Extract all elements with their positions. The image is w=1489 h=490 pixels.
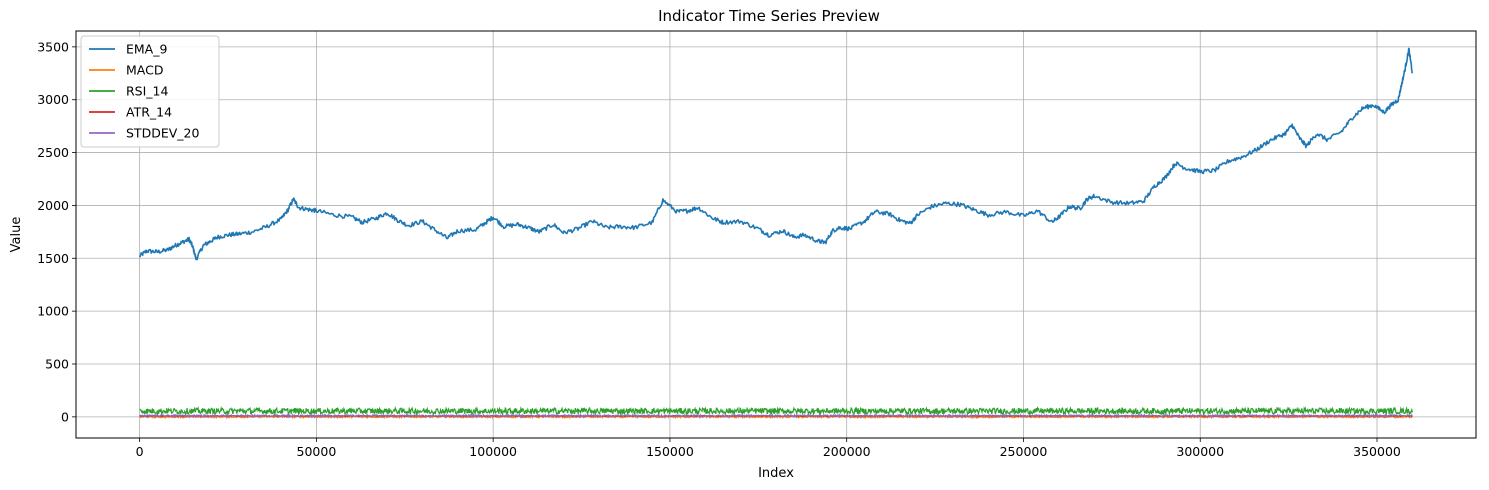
y-axis-label: Value — [9, 217, 24, 253]
series-line-rsi_14 — [139, 405, 1413, 417]
y-tick-label: 500 — [45, 357, 69, 372]
x-tick-label: 300000 — [1176, 444, 1224, 459]
y-tick-label: 0 — [61, 409, 69, 424]
x-tick-label: 100000 — [469, 444, 517, 459]
y-tick-label: 1500 — [37, 251, 69, 266]
y-tick-label: 1000 — [37, 304, 69, 319]
x-tick-label: 50000 — [297, 444, 337, 459]
y-tick-label: 2000 — [37, 198, 69, 213]
grid-lines — [76, 31, 1476, 438]
legend: EMA_9 MACD RSI_14 ATR_14 STDDEV_20 — [80, 35, 220, 148]
legend-label-ema_9: EMA_9 — [126, 42, 167, 57]
y-tick-label: 3000 — [37, 92, 69, 107]
series-line-ema_9 — [138, 47, 1414, 261]
series-line-stddev_20 — [139, 413, 1413, 419]
legend-label-stddev_20: STDDEV_20 — [126, 126, 199, 141]
legend-label-macd: MACD — [126, 63, 163, 78]
y-tick-label: 3500 — [37, 39, 69, 54]
plot-frame — [75, 30, 1477, 439]
y-tick-label: 2500 — [37, 145, 69, 160]
x-tick-label: 200000 — [823, 444, 871, 459]
x-axis-label: Index — [758, 466, 794, 481]
axis-ticks: 0 50000 100000 150000 200000 250000 300000 3500… — [37, 39, 1401, 459]
chart-title: Indicator Time Series Preview — [658, 7, 880, 25]
x-tick-label: 350000 — [1353, 444, 1401, 459]
legend-box — [80, 35, 220, 148]
x-tick-label: 150000 — [646, 444, 694, 459]
x-tick-label: 250000 — [1000, 444, 1048, 459]
x-tick-label: 0 — [136, 444, 144, 459]
legend-label-atr_14: ATR_14 — [126, 105, 172, 120]
series-lines — [138, 47, 1414, 420]
legend-label-rsi_14: RSI_14 — [126, 84, 169, 99]
